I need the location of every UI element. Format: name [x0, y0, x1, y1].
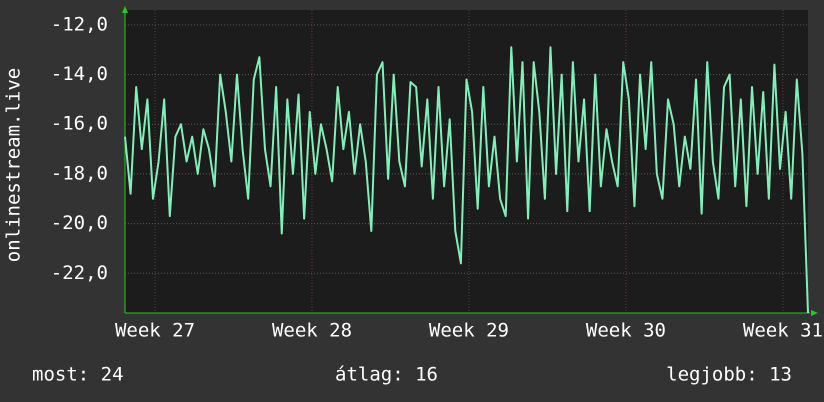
x-tick-label: Week 30	[586, 320, 666, 342]
y-tick-label: -20,0	[51, 212, 108, 234]
x-tick-label: Week 27	[115, 320, 195, 342]
x-tick-label: Week 31	[743, 320, 823, 342]
y-tick-label: -12,0	[51, 13, 108, 35]
y-axis-label: onlinestream.live	[3, 68, 25, 262]
x-tick-label: Week 29	[429, 320, 509, 342]
plot-area	[125, 10, 808, 313]
y-tick-label: -18,0	[51, 162, 108, 184]
stat-current: most: 24	[32, 364, 124, 386]
y-tick-label: -16,0	[51, 113, 108, 135]
x-axis-arrow	[811, 310, 818, 316]
stat-average: átlag: 16	[335, 364, 438, 386]
y-tick-label: -14,0	[51, 63, 108, 85]
line-series	[124, 46, 809, 314]
stat-best: legjobb: 13	[666, 364, 792, 386]
y-tick-label: -22,0	[51, 262, 108, 284]
x-tick-label: Week 28	[272, 320, 352, 342]
